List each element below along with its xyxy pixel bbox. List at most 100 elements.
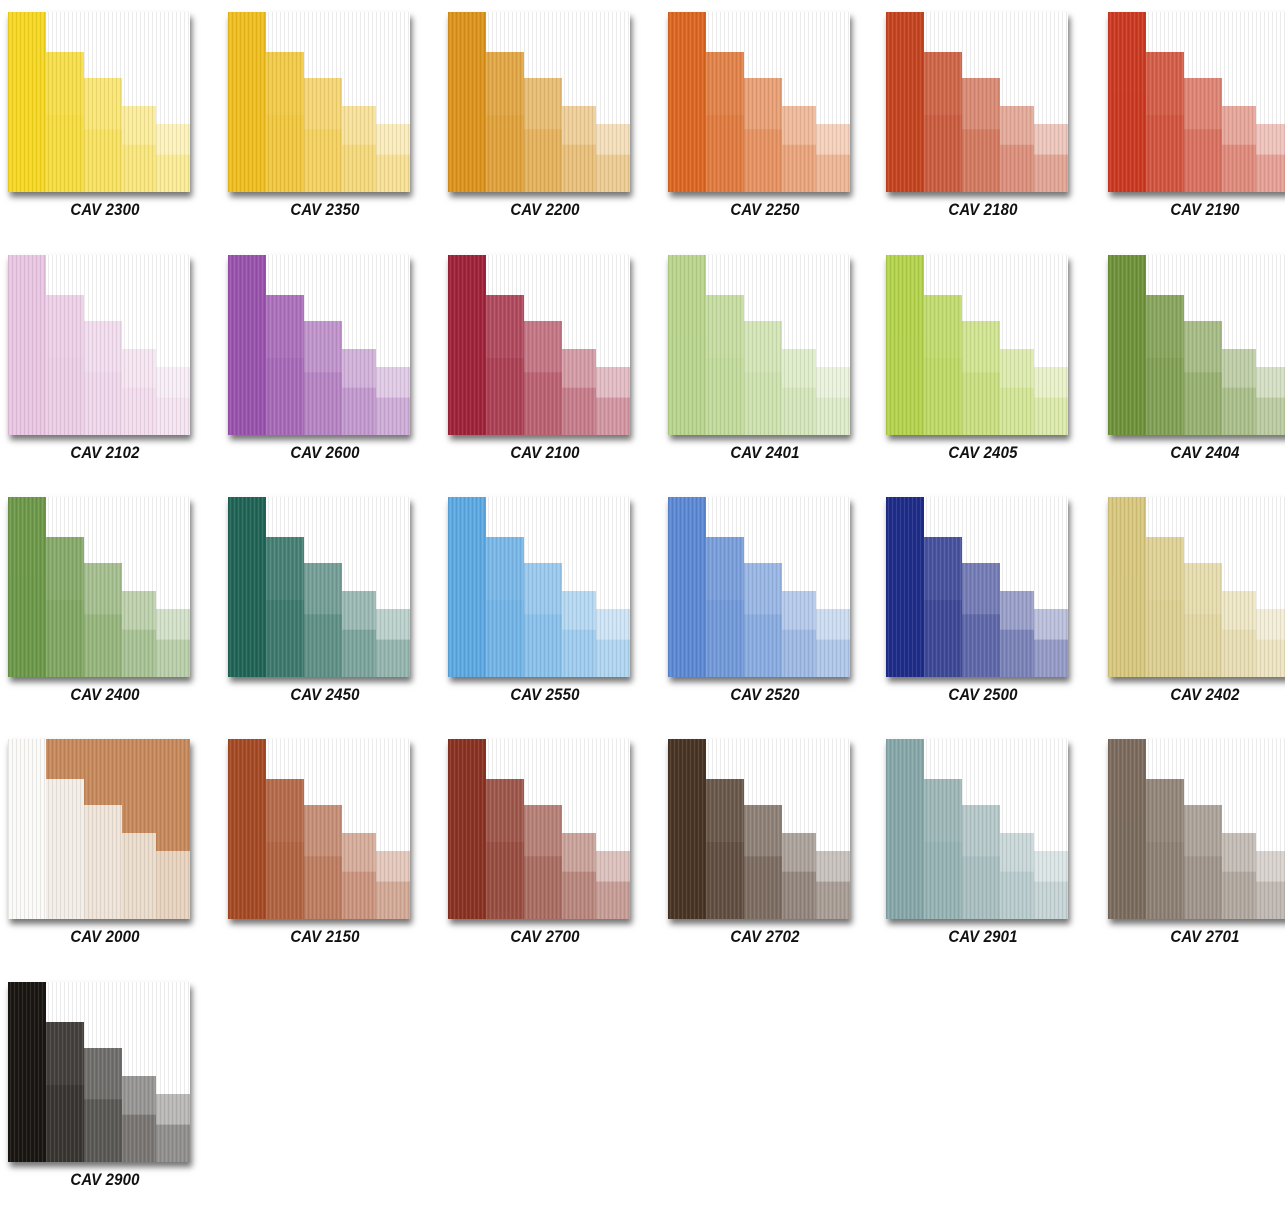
color-swatch — [886, 255, 1068, 435]
swatch-art — [8, 497, 190, 677]
color-swatch — [228, 255, 410, 435]
swatch-code-label: CAV 2102 — [70, 443, 140, 462]
swatch-card: CAV 2190 — [1100, 0, 1285, 235]
swatch-art — [228, 739, 410, 919]
swatch-code-label: CAV 2600 — [290, 443, 360, 462]
swatch-card: CAV 2000 — [0, 727, 210, 962]
color-swatch — [668, 255, 850, 435]
swatch-card: CAV 2350 — [220, 0, 430, 235]
swatch-card: CAV 2450 — [220, 485, 430, 720]
color-swatch — [8, 982, 190, 1162]
color-swatch — [8, 12, 190, 192]
swatch-code-label: CAV 2550 — [510, 685, 580, 704]
swatch-code-label: CAV 2900 — [70, 1170, 140, 1189]
swatch-code-label: CAV 2180 — [948, 200, 1018, 219]
swatch-code-label: CAV 2901 — [948, 927, 1018, 946]
swatch-art — [8, 255, 190, 435]
swatch-art — [448, 12, 630, 192]
swatch-card: CAV 2550 — [440, 485, 650, 720]
color-swatch — [886, 739, 1068, 919]
color-swatch — [448, 255, 630, 435]
color-swatch — [228, 497, 410, 677]
swatch-card: CAV 2401 — [660, 243, 870, 478]
swatch-art — [886, 497, 1068, 677]
swatch-card: CAV 2404 — [1100, 243, 1285, 478]
swatch-card: CAV 2700 — [440, 727, 650, 962]
swatch-art — [1108, 12, 1285, 192]
color-swatch — [228, 739, 410, 919]
swatch-art — [8, 12, 190, 192]
swatch-art — [668, 12, 850, 192]
color-swatch — [886, 497, 1068, 677]
swatch-card: CAV 2901 — [878, 727, 1088, 962]
swatch-code-label: CAV 2404 — [1170, 443, 1240, 462]
swatch-card: CAV 2200 — [440, 0, 650, 235]
color-swatch — [8, 497, 190, 677]
swatch-card: CAV 2520 — [660, 485, 870, 720]
swatch-code-label: CAV 2402 — [1170, 685, 1240, 704]
swatch-code-label: CAV 2450 — [290, 685, 360, 704]
color-swatch — [1108, 497, 1285, 677]
swatch-card: CAV 2102 — [0, 243, 210, 478]
swatch-code-label: CAV 2405 — [948, 443, 1018, 462]
color-swatch — [448, 739, 630, 919]
swatch-card: CAV 2250 — [660, 0, 870, 235]
swatch-code-label: CAV 2190 — [1170, 200, 1240, 219]
swatch-card: CAV 2180 — [878, 0, 1088, 235]
color-swatch — [448, 12, 630, 192]
swatch-art — [886, 255, 1068, 435]
swatch-card: CAV 2150 — [220, 727, 430, 962]
swatch-code-label: CAV 2702 — [730, 927, 800, 946]
swatch-art — [668, 255, 850, 435]
swatch-art — [448, 497, 630, 677]
swatch-code-label: CAV 2401 — [730, 443, 800, 462]
swatch-card: CAV 2900 — [0, 970, 210, 1205]
swatch-art — [886, 739, 1068, 919]
color-swatch — [886, 12, 1068, 192]
swatch-code-label: CAV 2400 — [70, 685, 140, 704]
swatch-code-label: CAV 2700 — [510, 927, 580, 946]
swatch-code-label: CAV 2520 — [730, 685, 800, 704]
color-swatch — [1108, 255, 1285, 435]
swatch-card: CAV 2402 — [1100, 485, 1285, 720]
swatch-art — [228, 12, 410, 192]
swatch-code-label: CAV 2200 — [510, 200, 580, 219]
swatch-card: CAV 2500 — [878, 485, 1088, 720]
swatch-card: CAV 2405 — [878, 243, 1088, 478]
swatch-code-label: CAV 2150 — [290, 927, 360, 946]
swatch-art — [1108, 497, 1285, 677]
swatch-card: CAV 2300 — [0, 0, 210, 235]
swatch-card: CAV 2400 — [0, 485, 210, 720]
swatch-art — [8, 982, 190, 1162]
swatch-art — [228, 497, 410, 677]
swatch-code-label: CAV 2300 — [70, 200, 140, 219]
swatch-card: CAV 2701 — [1100, 727, 1285, 962]
swatch-card: CAV 2600 — [220, 243, 430, 478]
swatch-code-label: CAV 2000 — [70, 927, 140, 946]
color-swatch — [668, 12, 850, 192]
swatch-code-label: CAV 2701 — [1170, 927, 1240, 946]
swatch-code-label: CAV 2250 — [730, 200, 800, 219]
swatch-code-label: CAV 2350 — [290, 200, 360, 219]
color-swatch — [448, 497, 630, 677]
swatch-art — [448, 255, 630, 435]
color-swatch — [668, 497, 850, 677]
color-swatch — [668, 739, 850, 919]
swatch-art — [448, 739, 630, 919]
swatch-art — [668, 739, 850, 919]
swatch-code-label: CAV 2500 — [948, 685, 1018, 704]
swatch-art — [228, 255, 410, 435]
swatch-art — [886, 12, 1068, 192]
color-swatch — [8, 739, 190, 919]
color-swatch — [8, 255, 190, 435]
swatch-art — [1108, 739, 1285, 919]
swatch-card: CAV 2100 — [440, 243, 650, 478]
swatch-art — [8, 739, 190, 919]
swatch-art — [1108, 255, 1285, 435]
color-swatch — [1108, 739, 1285, 919]
swatch-art — [668, 497, 850, 677]
color-swatch — [1108, 12, 1285, 192]
swatch-card: CAV 2702 — [660, 727, 870, 962]
color-swatch — [228, 12, 410, 192]
